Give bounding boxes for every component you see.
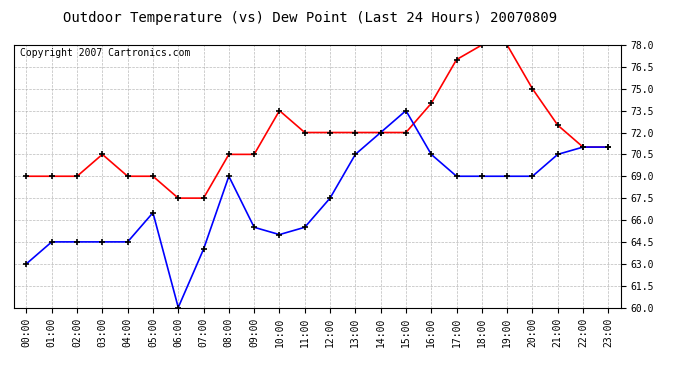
Text: Outdoor Temperature (vs) Dew Point (Last 24 Hours) 20070809: Outdoor Temperature (vs) Dew Point (Last… (63, 11, 558, 25)
Text: Copyright 2007 Cartronics.com: Copyright 2007 Cartronics.com (20, 48, 190, 58)
